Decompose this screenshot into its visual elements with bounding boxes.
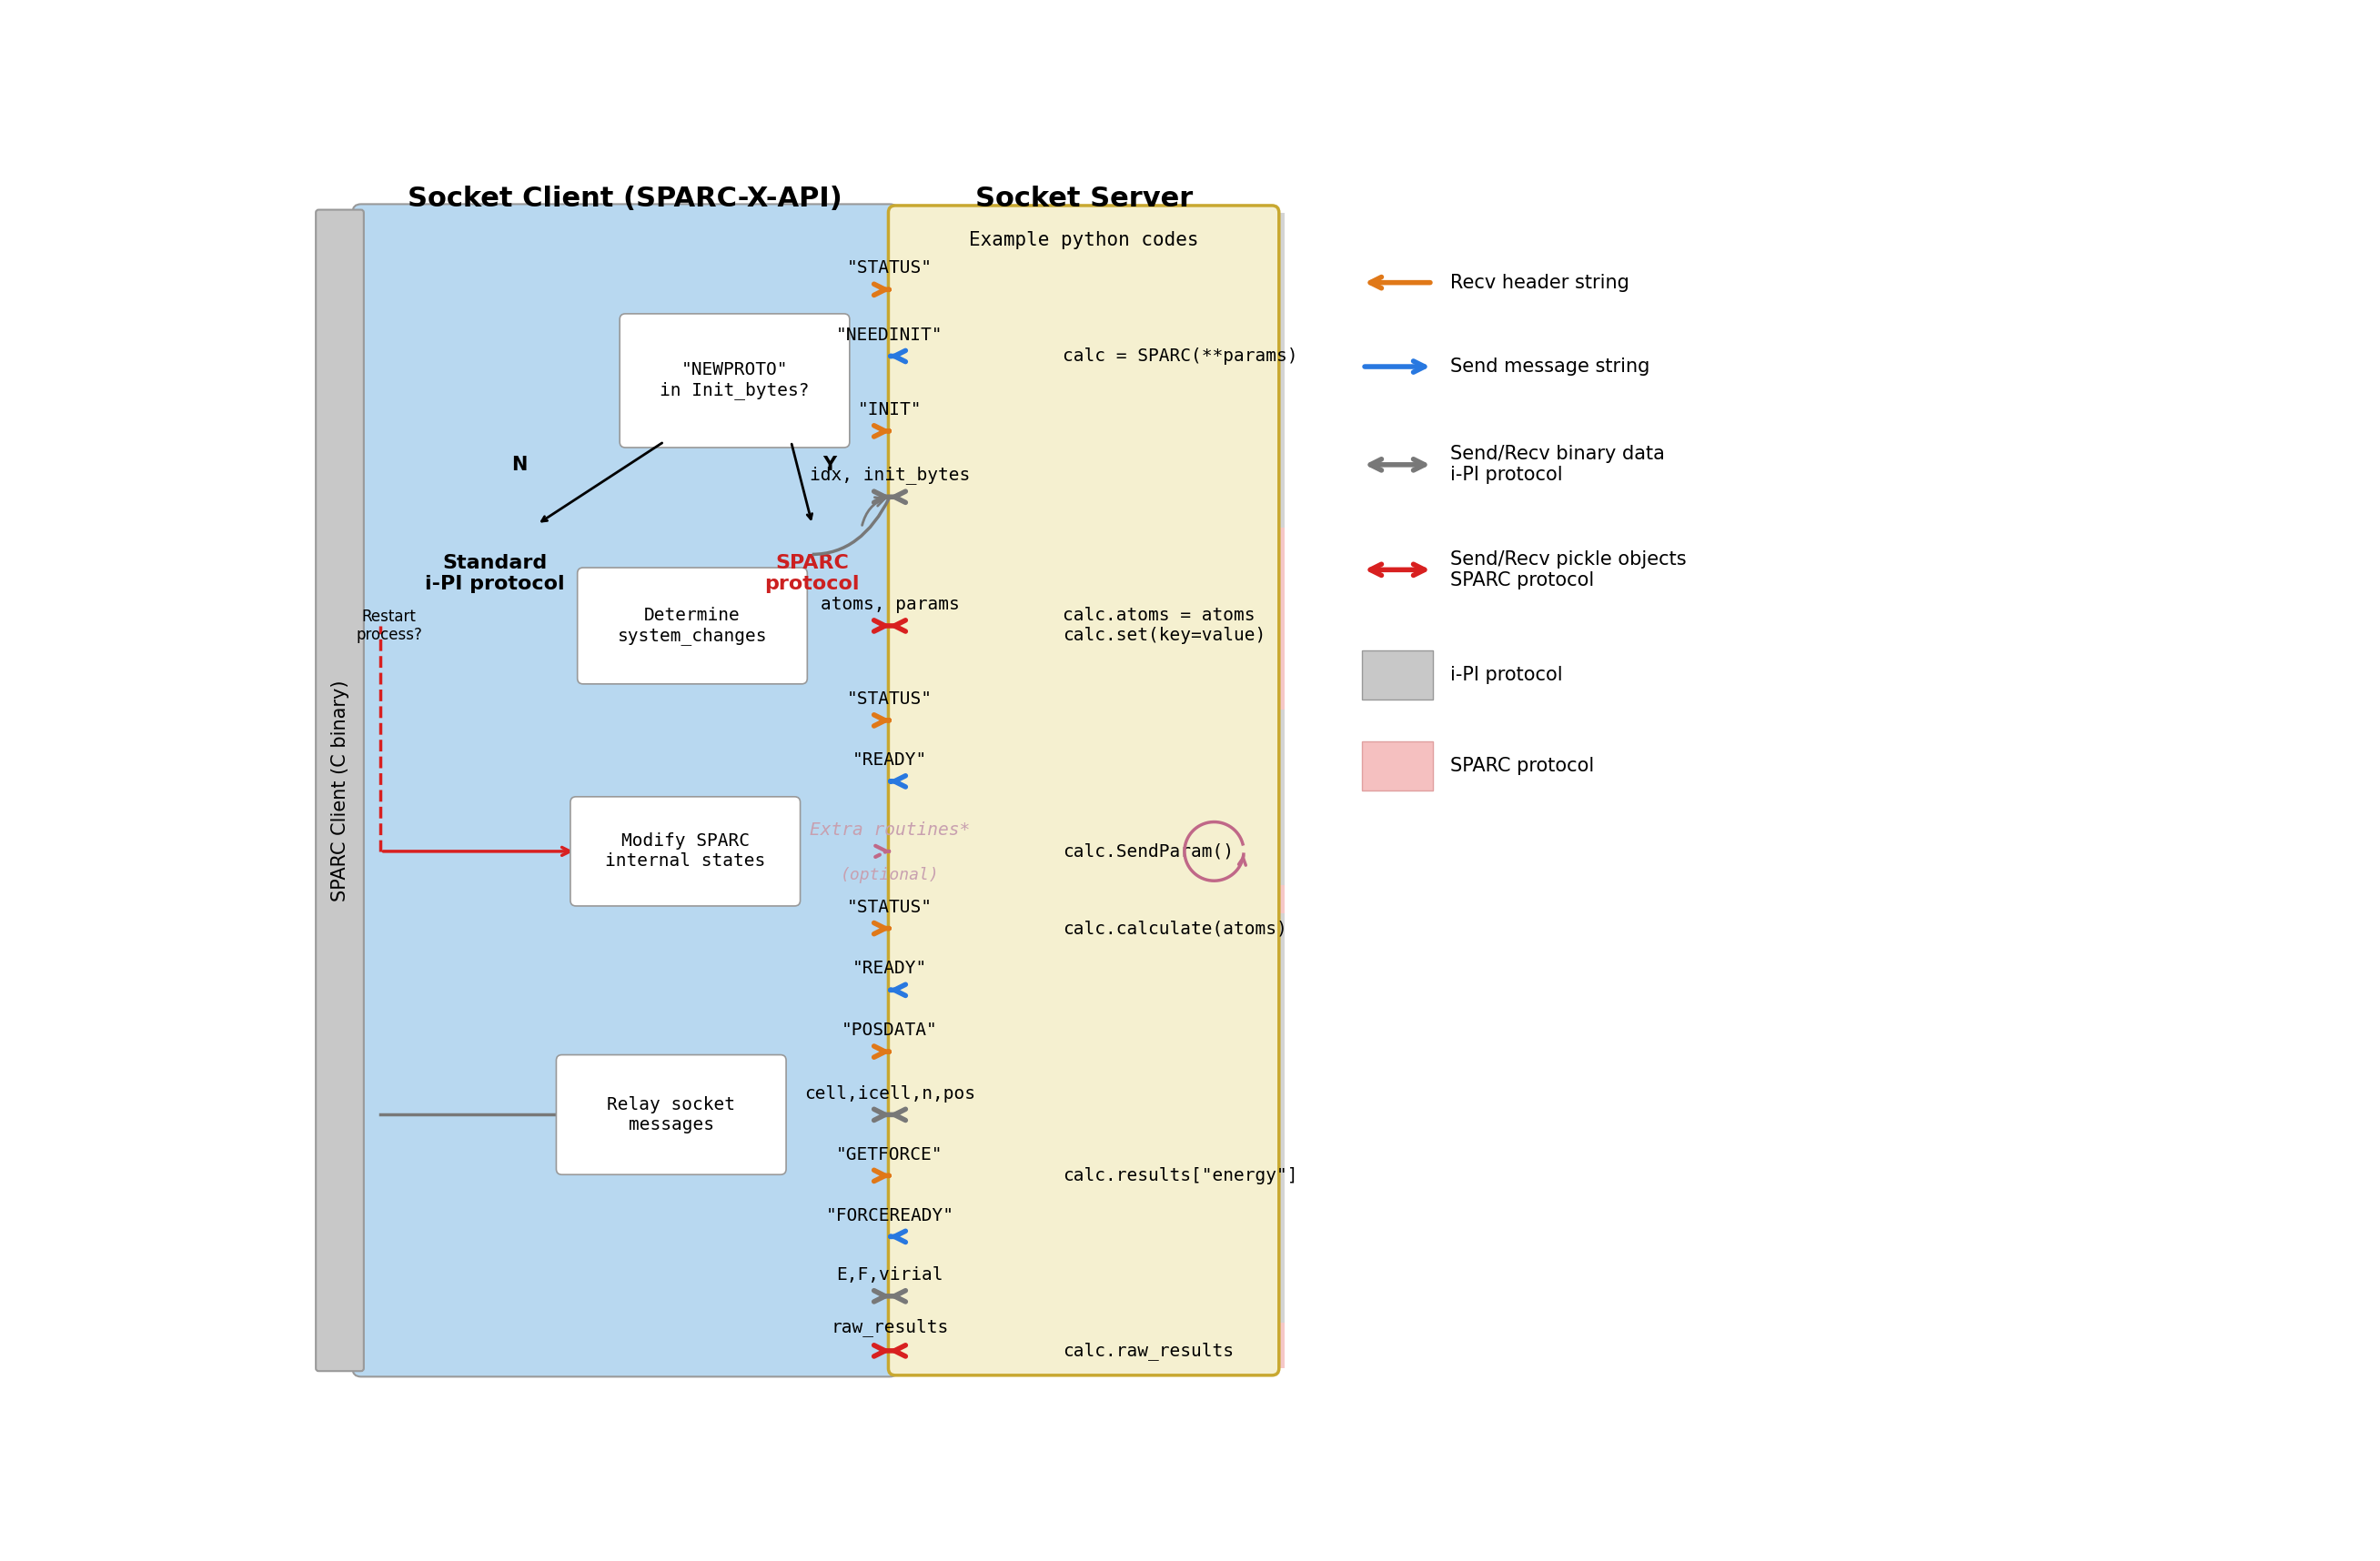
Text: i-PI protocol: i-PI protocol	[1449, 665, 1564, 684]
Text: calc.calculate(atoms): calc.calculate(atoms)	[1061, 919, 1288, 937]
FancyArrowPatch shape	[862, 498, 885, 524]
Bar	[890, 528, 1285, 710]
FancyBboxPatch shape	[317, 209, 364, 1371]
Text: calc.atoms = atoms
calc.set(key=value): calc.atoms = atoms calc.set(key=value)	[1061, 607, 1266, 645]
Bar	[890, 1322, 1285, 1369]
Bar	[1361, 651, 1433, 699]
Text: calc.SendParam(): calc.SendParam()	[1061, 843, 1233, 860]
FancyBboxPatch shape	[557, 1055, 785, 1174]
Text: Relay socket
messages: Relay socket messages	[607, 1096, 735, 1133]
FancyBboxPatch shape	[352, 204, 897, 1377]
Text: Socket Server: Socket Server	[976, 186, 1192, 212]
Text: "FORCEREADY": "FORCEREADY"	[826, 1207, 954, 1224]
Text: cell,icell,n,pos: cell,icell,n,pos	[804, 1085, 976, 1102]
Text: "INIT": "INIT"	[857, 401, 921, 418]
Text: Extra routines*: Extra routines*	[809, 821, 971, 838]
Bar	[890, 913, 1285, 1322]
FancyBboxPatch shape	[619, 314, 850, 448]
Text: (optional): (optional)	[840, 866, 940, 884]
Text: SPARC
protocol: SPARC protocol	[764, 554, 859, 593]
Text: Y: Y	[823, 456, 838, 475]
Text: SPARC Client (C binary): SPARC Client (C binary)	[331, 679, 350, 901]
Text: "GETFORCE": "GETFORCE"	[835, 1146, 942, 1163]
Text: "STATUS": "STATUS"	[847, 259, 933, 276]
Text: raw_results: raw_results	[831, 1319, 950, 1336]
Bar	[890, 885, 1285, 913]
Bar	[890, 212, 1285, 528]
Text: "POSDATA": "POSDATA"	[843, 1022, 938, 1040]
Text: Modify SPARC
internal states: Modify SPARC internal states	[605, 832, 766, 869]
Bar	[890, 710, 1285, 885]
Text: Send/Recv binary data
i-PI protocol: Send/Recv binary data i-PI protocol	[1449, 445, 1666, 484]
Text: Send message string: Send message string	[1449, 357, 1649, 376]
Text: Determine
system_changes: Determine system_changes	[616, 607, 766, 645]
Text: Send/Recv pickle objects
SPARC protocol: Send/Recv pickle objects SPARC protocol	[1449, 549, 1687, 590]
Text: "NEEDINIT": "NEEDINIT"	[835, 326, 942, 343]
Text: N: N	[512, 456, 528, 475]
Bar	[1361, 741, 1433, 790]
Text: "STATUS": "STATUS"	[847, 690, 933, 707]
Text: calc.results["energy"]: calc.results["energy"]	[1061, 1168, 1297, 1185]
FancyBboxPatch shape	[888, 206, 1278, 1375]
Text: "NEWPROTO"
in Init_bytes?: "NEWPROTO" in Init_bytes?	[659, 362, 809, 400]
Text: calc.raw_results: calc.raw_results	[1061, 1342, 1233, 1360]
Text: "READY": "READY"	[852, 751, 928, 768]
Text: Socket Client (SPARC-X-API): Socket Client (SPARC-X-API)	[407, 186, 843, 212]
Text: SPARC protocol: SPARC protocol	[1449, 757, 1595, 774]
Text: Recv header string: Recv header string	[1449, 273, 1630, 292]
Text: Example python codes: Example python codes	[969, 231, 1200, 250]
FancyBboxPatch shape	[571, 796, 800, 905]
Text: Restart
process?: Restart process?	[357, 609, 421, 643]
Text: Standard
i-PI protocol: Standard i-PI protocol	[426, 554, 564, 593]
FancyBboxPatch shape	[578, 568, 807, 684]
Text: calc = SPARC(**params): calc = SPARC(**params)	[1061, 348, 1297, 365]
Text: "READY": "READY"	[852, 960, 928, 977]
Text: E,F,virial: E,F,virial	[835, 1266, 942, 1283]
Text: idx, init_bytes: idx, init_bytes	[809, 467, 971, 484]
Text: "STATUS": "STATUS"	[847, 899, 933, 916]
Text: atoms, params: atoms, params	[821, 596, 959, 613]
